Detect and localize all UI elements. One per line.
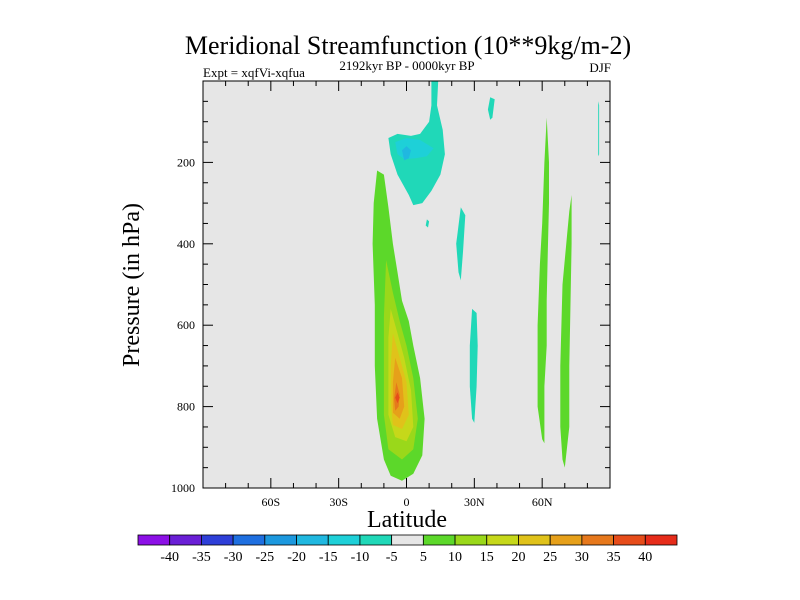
region-neg-patch-35N-top xyxy=(487,97,495,120)
y-tick-label: 600 xyxy=(177,318,195,332)
x-axis-label: Latitude xyxy=(367,507,447,533)
colorbar-box xyxy=(296,534,329,546)
experiment-label: Expt = xqfVi-xqfua xyxy=(203,65,305,80)
colorbar-box xyxy=(327,534,361,546)
colorbar-label: -30 xyxy=(224,550,243,565)
colorbar-box xyxy=(169,534,202,546)
x-tick-label: 30N xyxy=(464,495,485,509)
colorbar-box xyxy=(264,534,297,546)
y-tick-label: 200 xyxy=(177,155,195,169)
chart-title: Meridional Streamfunction (10**9kg/m-2) xyxy=(185,31,631,60)
colorbar-label: -25 xyxy=(255,550,274,565)
colorbar-box xyxy=(232,534,266,546)
colorbar-box xyxy=(518,534,551,546)
region-neg-patch-30N-mid xyxy=(469,308,478,423)
colorbar-label: 40 xyxy=(638,550,652,565)
y-axis-label: Pressure (in hPa) xyxy=(119,203,145,367)
colorbar-label: 30 xyxy=(575,550,589,565)
x-tick-label: 30S xyxy=(329,495,348,509)
x-tick-label: 0 xyxy=(404,495,410,509)
period-label: 2192kyr BP - 0000kyr BP xyxy=(339,58,474,73)
colorbar-label: 20 xyxy=(511,550,525,565)
colorbar-box xyxy=(549,534,583,546)
colorbar-label: 15 xyxy=(480,550,494,565)
colorbar-label: -40 xyxy=(160,550,179,565)
region-upper-negative-cell-15 xyxy=(402,146,411,161)
region-small-neg-patch-10N xyxy=(425,219,430,228)
colorbar-label: -15 xyxy=(319,550,338,565)
colorbar-label: 35 xyxy=(607,550,621,565)
colorbar-label: 10 xyxy=(448,550,462,565)
contour-regions xyxy=(372,81,600,481)
colorbar-label: 25 xyxy=(543,550,557,565)
y-tick-label: 1000 xyxy=(171,481,195,495)
colorbar-box xyxy=(454,534,488,546)
colorbar: -40 -35 -30 -25 -20 -15 -10 -5 5 10 15 20 25 30 35 40 xyxy=(137,534,678,565)
colorbar-box xyxy=(581,534,614,546)
colorbar-box xyxy=(422,534,456,546)
x-tick-label: 60N xyxy=(532,495,553,509)
region-neg-sliver-85N xyxy=(598,101,600,157)
colorbar-label: -20 xyxy=(287,550,306,565)
colorbar-label: 5 xyxy=(420,550,427,565)
colorbar-box xyxy=(137,534,171,546)
colorbar-box xyxy=(486,534,519,546)
colorbar-box xyxy=(359,534,393,546)
colorbar-label: -5 xyxy=(386,550,398,565)
x-tick-label: 60S xyxy=(261,495,280,509)
colorbar-box xyxy=(201,534,234,546)
region-pos-band-60N xyxy=(537,117,549,444)
region-tropical-positive-cell-35 xyxy=(395,392,400,404)
colorbar-box xyxy=(391,534,424,546)
axis-ticks: 60S 30S 0 30N 60N 200 400 600 800 1000 xyxy=(171,81,610,509)
colorbar-box xyxy=(613,534,646,546)
region-neg-patch-25N-upper xyxy=(456,207,466,281)
y-tick-label: 800 xyxy=(177,400,195,414)
region-pos-band-72N xyxy=(560,195,572,468)
y-tick-label: 400 xyxy=(177,237,195,251)
colorbar-label: -35 xyxy=(192,550,211,565)
colorbar-box xyxy=(644,534,678,546)
season-label: DJF xyxy=(589,60,611,75)
colorbar-label: -10 xyxy=(351,550,370,565)
